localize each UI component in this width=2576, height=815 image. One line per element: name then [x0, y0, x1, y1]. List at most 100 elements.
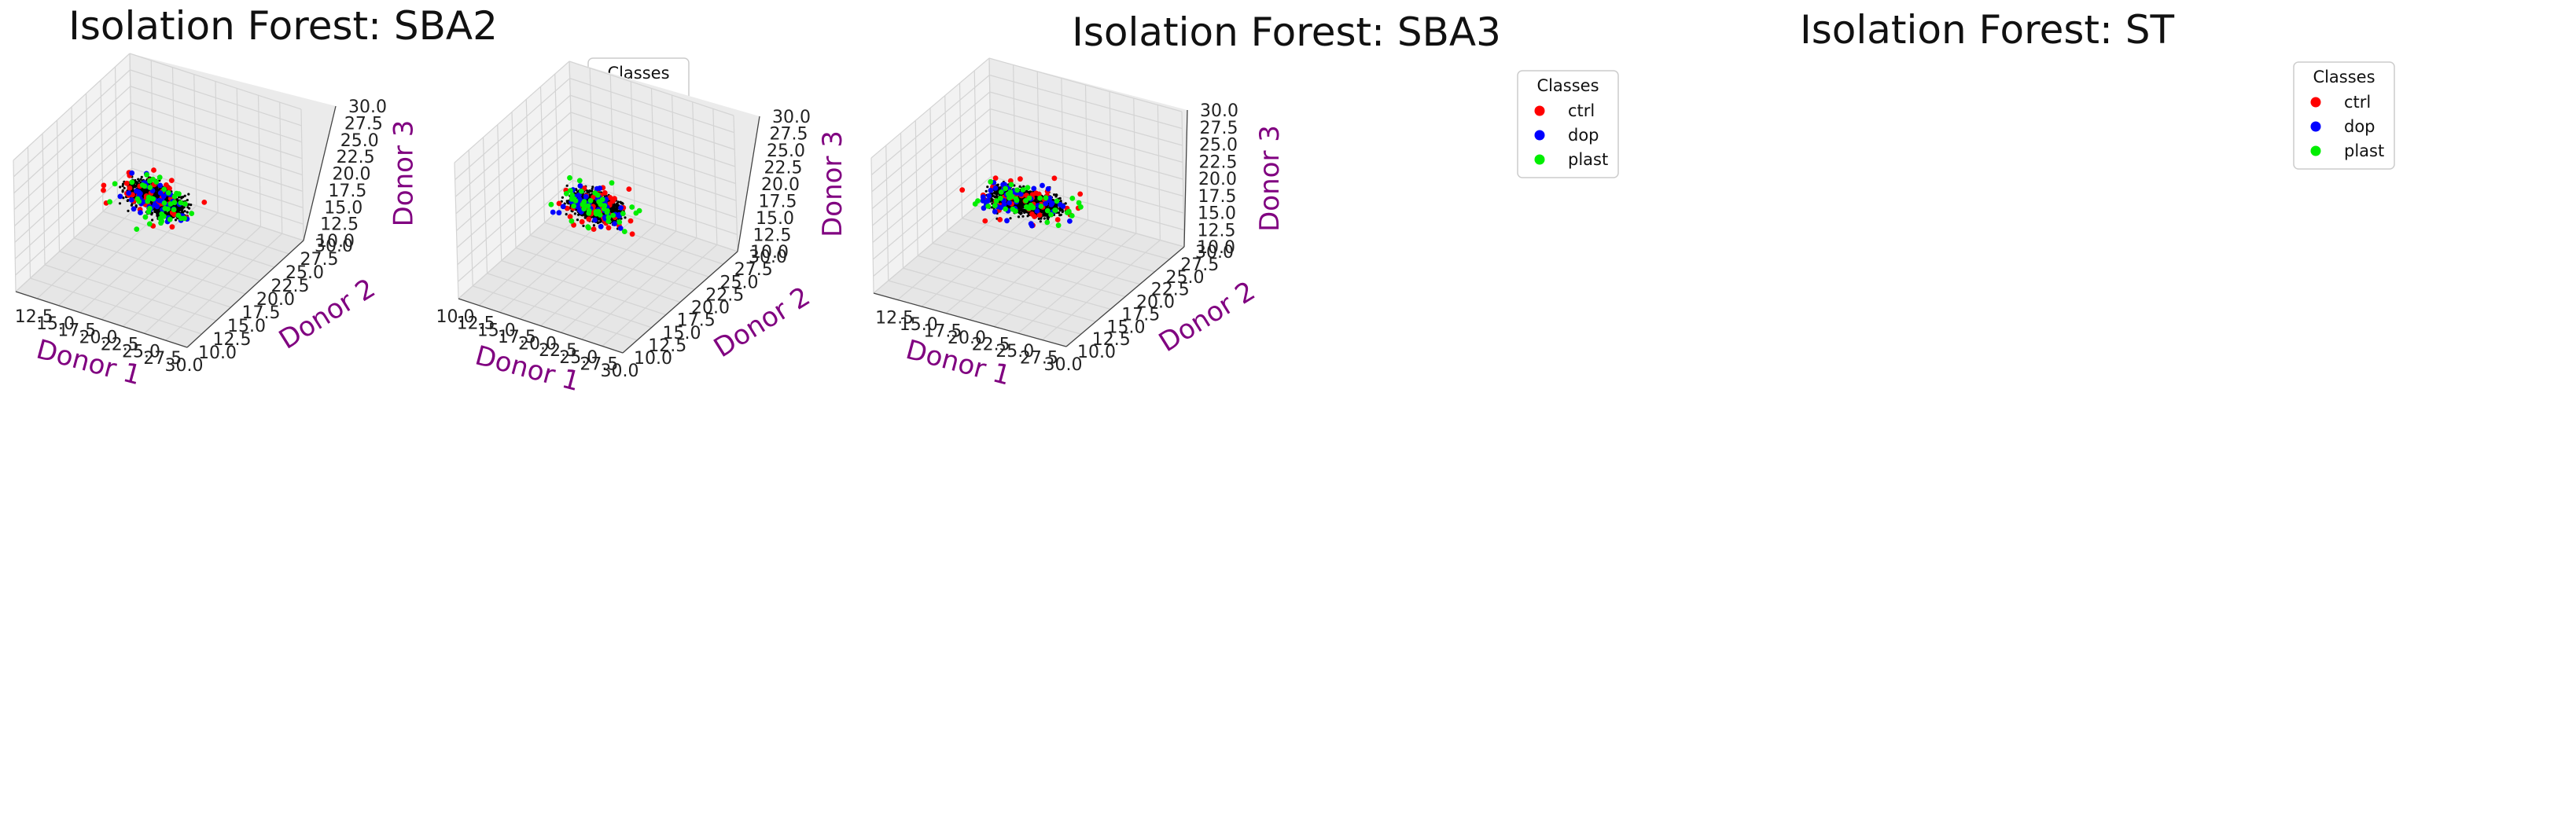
outlier-point-plast: [1013, 196, 1019, 202]
outlier-point-ctrl: [586, 216, 592, 222]
grid-line: [101, 212, 219, 320]
outlier-point-plast: [621, 229, 627, 234]
z-tick-label: 25.0: [767, 141, 805, 161]
outlier-point-ctrl: [167, 185, 172, 192]
inlier-point: [582, 224, 585, 227]
inlier-point: [126, 199, 129, 203]
outlier-point-ctrl: [1032, 214, 1037, 219]
outlier-point-plast: [112, 181, 118, 187]
outlier-point-plast: [992, 203, 998, 208]
outlier-point-plast: [139, 182, 145, 188]
outlier-point-plast: [620, 211, 626, 217]
legend-title: Classes: [1536, 76, 1599, 95]
outlier-point-dop: [612, 221, 617, 226]
outlier-point-plast: [107, 199, 113, 205]
outlier-point-dop: [980, 198, 986, 204]
outlier-point-dop: [583, 193, 589, 200]
outlier-point-ctrl: [612, 196, 617, 202]
outlier-point-plast: [576, 178, 583, 184]
chart-panel-3: 12.515.017.520.022.525.027.530.010.012.5…: [870, 7, 2395, 392]
outlier-point-dop: [992, 185, 999, 191]
outlier-point-plast: [1044, 219, 1051, 226]
outlier-point-plast: [129, 179, 135, 185]
inlier-point: [1054, 193, 1058, 196]
outlier-point-dop: [129, 170, 135, 176]
outlier-point-plast: [985, 204, 992, 209]
outlier-point-plast: [161, 186, 167, 193]
outlier-point-ctrl: [591, 226, 597, 232]
inlier-point: [186, 211, 189, 214]
outlier-point-plast: [579, 189, 584, 194]
inlier-point: [186, 199, 189, 202]
outlier-point-ctrl: [1077, 191, 1084, 197]
inlier-point: [1053, 193, 1056, 196]
outlier-point-plast: [156, 174, 163, 181]
inlier-point: [616, 200, 620, 204]
inlier-point: [187, 193, 190, 196]
z-axis-label: Donor 3: [817, 130, 848, 237]
inlier-point: [1040, 209, 1043, 212]
outlier-point-ctrl: [164, 182, 169, 188]
inlier-point: [573, 212, 577, 215]
outlier-point-plast: [993, 198, 999, 204]
outlier-point-plast: [165, 189, 171, 196]
outlier-point-plast: [616, 219, 623, 226]
outlier-point-dop: [126, 190, 132, 196]
outlier-point-plast: [1069, 196, 1076, 201]
outlier-point-plast: [1003, 206, 1009, 212]
outlier-point-plast: [182, 215, 188, 222]
legend-marker-ctrl: [2310, 97, 2321, 108]
inlier-point: [1018, 207, 1021, 210]
inlier-point: [1020, 207, 1023, 210]
outlier-point-dop: [598, 223, 604, 229]
x-tick-label: 20.0: [79, 329, 118, 348]
outlier-point-plast: [629, 204, 635, 210]
outlier-point-ctrl: [171, 211, 177, 218]
outlier-point-ctrl: [201, 200, 208, 205]
legend-label-dop: dop: [2344, 117, 2375, 136]
outlier-point-plast: [145, 209, 152, 215]
inlier-point: [188, 207, 191, 210]
outlier-point-dop: [1004, 218, 1010, 224]
outlier-point-ctrl: [123, 180, 130, 186]
outlier-point-plast: [171, 207, 177, 213]
outlier-point-plast: [1030, 204, 1036, 211]
y-tick-label: 30.0: [315, 237, 353, 256]
inlier-point: [565, 184, 569, 187]
inlier-point: [127, 209, 130, 212]
outlier-point-ctrl: [168, 178, 175, 184]
outlier-point-ctrl: [1051, 175, 1058, 182]
outlier-point-dop: [128, 197, 134, 203]
outlier-point-plast: [596, 199, 602, 205]
z-axis-line: [303, 105, 337, 241]
outlier-point-plast: [1006, 195, 1012, 201]
inlier-point: [592, 201, 595, 204]
z-tick-label: 15.0: [756, 209, 794, 229]
inlier-point: [142, 192, 145, 195]
x-tick-label: 22.5: [101, 335, 139, 354]
outlier-point-plast: [1038, 204, 1044, 209]
x-tick-label: 15.0: [36, 314, 75, 334]
outlier-point-dop: [138, 210, 143, 215]
outlier-point-plast: [564, 190, 569, 196]
z-tick-label: 15.0: [324, 198, 362, 218]
z-tick-label: 22.5: [764, 159, 803, 178]
legend-label-dop: dop: [1568, 126, 1599, 145]
inlier-point: [624, 216, 627, 219]
inlier-point: [118, 202, 122, 205]
outlier-point-plast: [610, 212, 616, 218]
outlier-point-plast: [587, 198, 594, 204]
legend-label-plast: plast: [1568, 150, 1608, 169]
outlier-point-plast: [147, 178, 153, 184]
outlier-point-plast: [149, 196, 155, 202]
outlier-point-ctrl: [1018, 176, 1023, 182]
outlier-point-dop: [117, 193, 123, 200]
outlier-point-plast: [609, 180, 615, 186]
z-tick-label: 30.0: [348, 97, 387, 117]
y-tick-label: 22.5: [271, 277, 310, 296]
inlier-point: [1017, 215, 1021, 218]
x-axis-line: [15, 291, 188, 348]
inlier-point: [174, 218, 178, 222]
